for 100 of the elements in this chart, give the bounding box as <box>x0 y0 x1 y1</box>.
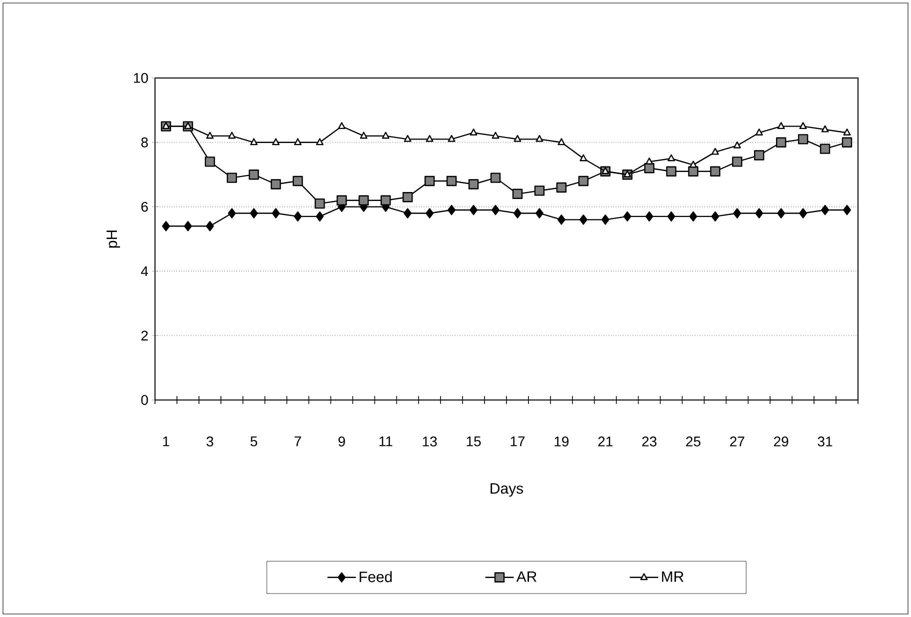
point <box>842 137 852 148</box>
point <box>558 138 566 146</box>
point <box>184 221 192 232</box>
point <box>228 132 236 139</box>
point <box>777 122 785 130</box>
x-tick-label: 15 <box>466 436 481 446</box>
point <box>667 211 676 222</box>
point <box>646 158 654 164</box>
point <box>250 138 258 146</box>
x-tick-label: 5 <box>250 436 258 446</box>
point <box>294 211 302 222</box>
point <box>248 169 259 180</box>
point <box>446 176 457 186</box>
point <box>162 221 170 232</box>
point <box>777 208 786 218</box>
point <box>424 176 435 186</box>
point <box>358 195 369 206</box>
point <box>514 134 522 142</box>
x-tick-label: 31 <box>818 436 832 446</box>
point <box>668 154 675 162</box>
x-tick-label: 29 <box>774 436 788 446</box>
point <box>578 176 588 186</box>
x-tick-label: 17 <box>510 436 525 446</box>
point <box>579 214 588 225</box>
y-axis-title: pH <box>106 230 120 248</box>
point <box>711 211 720 222</box>
y-tick-label: 8 <box>141 137 148 148</box>
x-tick-label: 9 <box>338 436 345 446</box>
x-tick-label: 13 <box>422 436 437 446</box>
legend-label: AR <box>516 571 536 582</box>
point <box>316 138 324 146</box>
x-tick-label: 19 <box>554 436 569 446</box>
point <box>732 156 742 167</box>
point <box>206 221 214 232</box>
point <box>623 211 632 222</box>
point <box>426 208 434 218</box>
point <box>294 138 302 146</box>
point <box>688 166 698 176</box>
point <box>426 134 434 142</box>
point <box>843 204 851 216</box>
point <box>821 125 829 132</box>
point <box>754 150 764 160</box>
point <box>270 179 281 190</box>
point <box>448 134 456 142</box>
y-tick-label: 2 <box>141 330 148 340</box>
point <box>448 204 456 216</box>
point <box>535 208 544 218</box>
y-tick-label: 10 <box>134 73 148 83</box>
point <box>536 134 544 142</box>
point <box>292 176 303 186</box>
x-tick-label: 27 <box>730 436 744 446</box>
point <box>272 208 280 218</box>
point <box>206 132 214 139</box>
point <box>755 208 764 218</box>
point <box>601 214 610 225</box>
point <box>733 141 741 148</box>
point <box>468 179 479 190</box>
point <box>490 172 501 183</box>
point <box>710 166 720 176</box>
point <box>336 195 347 206</box>
point <box>689 211 698 222</box>
point <box>404 134 412 142</box>
x-tick-label: 7 <box>294 436 301 446</box>
point <box>843 128 851 136</box>
point <box>272 138 280 146</box>
x-tick-label: 21 <box>598 436 612 446</box>
point <box>380 195 391 206</box>
point <box>645 211 654 222</box>
point <box>821 204 830 216</box>
point <box>314 198 325 209</box>
point <box>404 208 412 218</box>
y-tick-label: 6 <box>141 202 148 212</box>
x-axis-title: Days <box>490 483 524 497</box>
point <box>470 204 478 216</box>
point <box>338 122 346 130</box>
point <box>798 134 808 144</box>
point <box>512 188 523 200</box>
point <box>534 186 545 196</box>
point <box>733 208 742 218</box>
x-tick-label: 23 <box>642 436 656 446</box>
point <box>580 154 588 162</box>
point <box>492 132 500 139</box>
point <box>755 128 763 136</box>
point <box>799 208 808 218</box>
y-tick-label: 4 <box>141 266 148 276</box>
point <box>204 156 216 167</box>
point <box>556 182 567 193</box>
point <box>316 211 324 222</box>
point <box>228 208 236 218</box>
point <box>360 132 368 139</box>
point <box>820 144 830 154</box>
point <box>470 128 478 136</box>
legend-label: Feed <box>360 571 392 582</box>
point <box>250 208 258 218</box>
x-tick-label: 25 <box>686 436 700 446</box>
point <box>557 214 566 225</box>
point <box>690 160 697 168</box>
point <box>382 132 390 139</box>
point <box>666 166 676 176</box>
point <box>226 172 237 183</box>
